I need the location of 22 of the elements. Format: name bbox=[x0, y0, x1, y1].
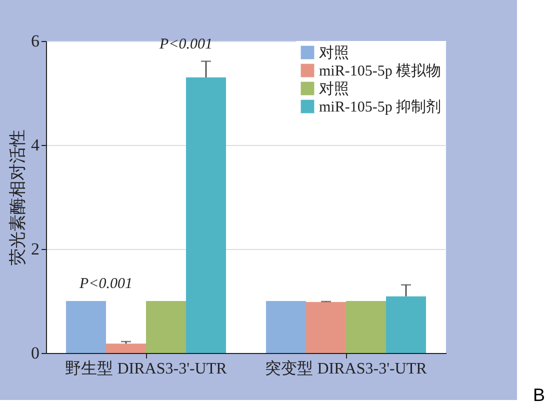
bar bbox=[346, 301, 386, 353]
x-tick-label: 野生型 DIRAS3-3'-UTR bbox=[65, 360, 228, 378]
bar bbox=[66, 301, 106, 353]
y-tick-label: 4 bbox=[31, 136, 40, 154]
legend-label: miR-105-5p 模拟物 bbox=[319, 62, 442, 80]
bar bbox=[266, 301, 306, 353]
text: B bbox=[532, 385, 545, 406]
annotation: P<0.001 bbox=[78, 276, 133, 292]
bar bbox=[386, 296, 426, 353]
y-axis-title: 荧光素酶相对活性 bbox=[8, 130, 27, 266]
bar bbox=[186, 77, 226, 353]
y-tick-label: 2 bbox=[31, 240, 40, 258]
bar bbox=[106, 344, 146, 353]
bar bbox=[306, 302, 346, 353]
bar bbox=[146, 301, 186, 353]
x-tick-label: 突变型 DIRAS3-3'-UTR bbox=[265, 360, 428, 378]
legend-label: 对照 bbox=[319, 80, 349, 98]
y-tick-label: 0 bbox=[31, 344, 40, 362]
y-tick-label: 6 bbox=[31, 32, 40, 50]
legend-label: miR-105-5p 抑制剂 bbox=[319, 98, 442, 116]
legend-label: 对照 bbox=[319, 44, 349, 62]
annotation: P<0.001 bbox=[158, 36, 213, 52]
